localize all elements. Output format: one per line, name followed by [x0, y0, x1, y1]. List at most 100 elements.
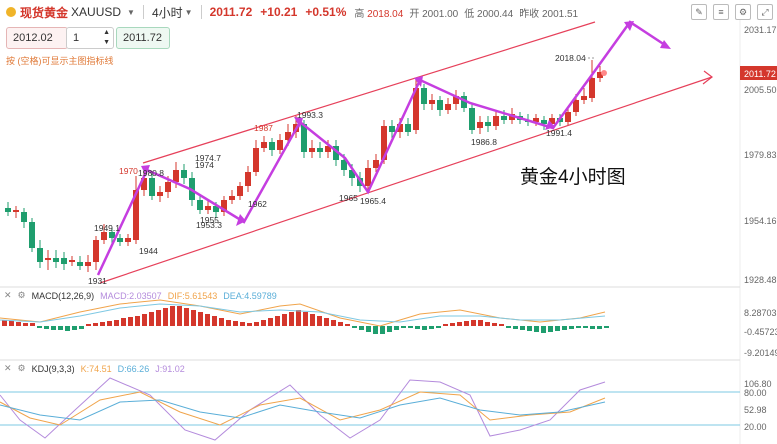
- macd-bar: [401, 326, 406, 328]
- candle-body: [77, 262, 83, 266]
- macd-bar: [464, 321, 469, 326]
- sell-price-box[interactable]: 2012.02: [6, 27, 68, 49]
- label-1944: 1944: [139, 246, 158, 256]
- macd-bar: [387, 326, 392, 332]
- candle-body: [509, 114, 515, 120]
- stepper-arrows-icon[interactable]: ▲ ▼: [103, 29, 110, 46]
- buy-price-box[interactable]: 2011.72: [116, 27, 170, 49]
- candle-body: [149, 178, 155, 196]
- macd-label[interactable]: MACD(12,26,9): [31, 290, 95, 301]
- candle-body: [445, 104, 451, 110]
- macd-bar: [275, 316, 280, 326]
- candle-body: [21, 212, 27, 222]
- candle-body: [253, 148, 259, 172]
- candle-body: [13, 210, 19, 212]
- draw-tool-icon[interactable]: ✎: [691, 4, 707, 20]
- candle-body: [157, 192, 163, 196]
- macd-bar: [142, 314, 147, 326]
- candle-body: [45, 258, 51, 260]
- candle-body: [349, 170, 355, 178]
- macd-bar: [163, 308, 168, 326]
- close-icon[interactable]: ✕: [4, 290, 12, 300]
- price-axis-bg: [740, 20, 777, 444]
- macd-bar: [303, 312, 308, 326]
- settings-icon[interactable]: ⚙: [735, 4, 751, 20]
- last-price: 2011.72: [209, 5, 253, 19]
- macd-bar: [513, 326, 518, 329]
- macd-bar: [254, 322, 259, 326]
- wave-arrowhead-7: [660, 40, 671, 49]
- chevron-down-icon[interactable]: ▼: [127, 7, 135, 17]
- candle-body: [221, 200, 227, 212]
- indicator-icon[interactable]: ≡: [713, 4, 729, 20]
- dif-value: DIF:5.61543: [167, 290, 218, 301]
- macd-bar: [93, 323, 98, 326]
- settings-icon[interactable]: ⚙: [17, 290, 26, 300]
- macd-bar: [107, 321, 112, 326]
- timeframe-chevron-icon[interactable]: ▼: [184, 7, 193, 17]
- timeframe-selector[interactable]: 4小时: [151, 5, 183, 20]
- candle-body: [573, 100, 579, 112]
- macd-bar: [296, 310, 301, 326]
- quantity-value[interactable]: 1: [73, 32, 80, 44]
- macd-bar: [345, 324, 350, 326]
- macd-bar: [247, 323, 252, 326]
- quantity-stepper[interactable]: 1 ▲ ▼: [66, 27, 114, 49]
- candle-body: [301, 124, 307, 152]
- expand-icon[interactable]: ⤢: [757, 4, 773, 20]
- macd-bar: [317, 316, 322, 326]
- divider: [142, 5, 144, 19]
- macd-bar: [128, 317, 133, 326]
- macd-bar: [457, 322, 462, 326]
- wave-arrowhead-6: [624, 21, 634, 31]
- symbol-name[interactable]: 现货黄金: [20, 5, 69, 20]
- toolbar: ✎ ≡ ⚙ ⤢: [691, 4, 773, 20]
- candle-body: [181, 170, 187, 178]
- candle-body: [285, 132, 291, 140]
- macd-bar: [590, 326, 595, 329]
- candle-body: [541, 120, 547, 124]
- macd-bar: [394, 326, 399, 330]
- macd-bar: [597, 326, 602, 329]
- candle-body: [549, 118, 555, 124]
- macd-bar: [415, 326, 420, 329]
- kdj-axis-4: 20.00: [744, 422, 767, 432]
- candle-body: [533, 118, 539, 122]
- label-1993: 1993.3: [297, 110, 323, 120]
- macd-bar: [226, 320, 231, 326]
- current-price-tag-bg: [740, 66, 777, 80]
- macd-bar: [562, 326, 567, 330]
- candle-body: [325, 146, 331, 152]
- macd-bar: [408, 326, 413, 328]
- macd-bar: [310, 314, 315, 326]
- macd-bar: [380, 326, 385, 334]
- candle-body: [141, 178, 147, 190]
- k-value: K:74.51: [80, 363, 112, 374]
- dea-value: DEA:4.59789: [223, 290, 277, 301]
- candle-body: [453, 96, 459, 104]
- macd-bar: [135, 316, 140, 326]
- candle-body: [461, 96, 467, 108]
- macd-bar: [324, 318, 329, 326]
- macd-bar: [373, 326, 378, 334]
- macd-bar: [114, 320, 119, 326]
- axis-price-1: 2031.17: [744, 25, 777, 35]
- macd-bar: [352, 326, 357, 328]
- price-change-pct: +0.51%: [305, 5, 347, 19]
- macd-bar: [205, 314, 210, 326]
- macd-bar: [198, 312, 203, 326]
- candle-body: [37, 248, 43, 262]
- kdj-label[interactable]: KDJ(9,3,3): [31, 363, 75, 374]
- candle-body: [581, 96, 587, 100]
- symbol-code[interactable]: XAUUSD: [71, 5, 122, 19]
- settings-icon[interactable]: ⚙: [17, 363, 26, 373]
- close-icon[interactable]: ✕: [4, 363, 12, 373]
- macd-bar: [289, 312, 294, 326]
- prev-close-label: 昨收 2001.51: [519, 8, 579, 20]
- candle-body: [53, 258, 59, 262]
- candle-body: [469, 108, 475, 130]
- macd-bar: [191, 310, 196, 326]
- label-1980: 1980.8: [138, 168, 164, 178]
- macd-bar: [485, 322, 490, 326]
